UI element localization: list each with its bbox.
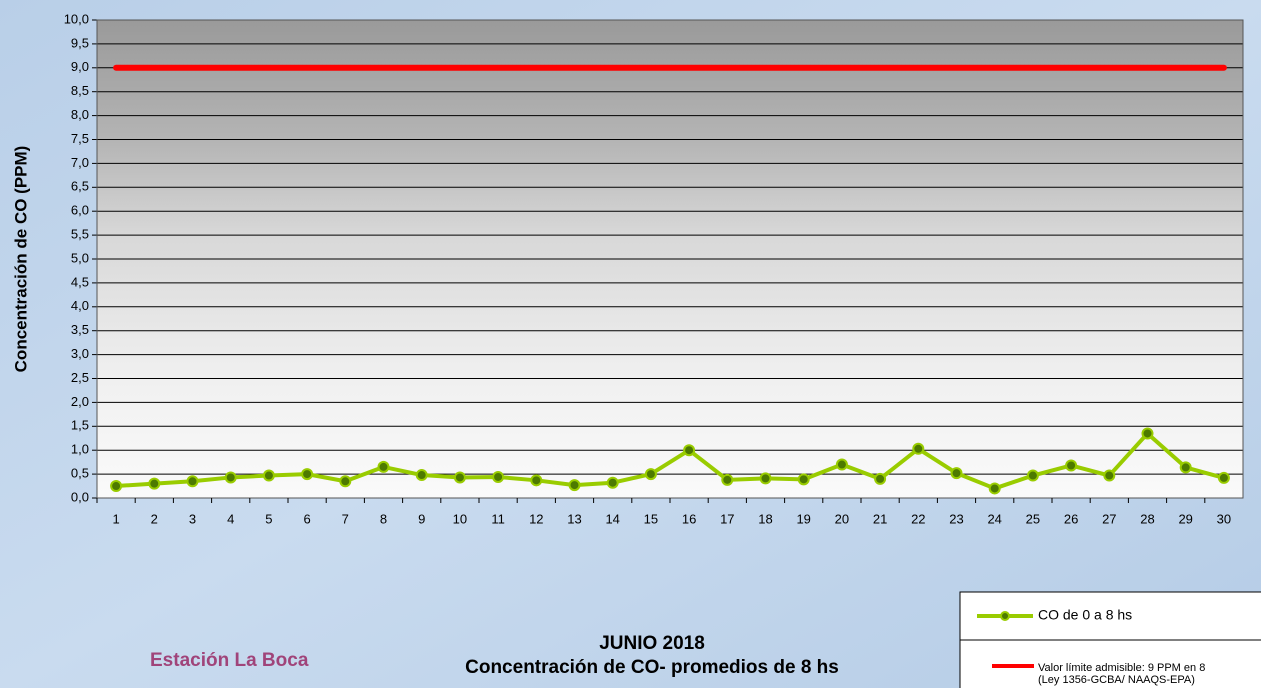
y-tick-label: 3,0 (71, 346, 89, 361)
x-tick-label: 23 (949, 511, 963, 526)
legend-label: CO de 0 a 8 hs (1038, 607, 1132, 623)
y-tick-label: 10,0 (64, 11, 89, 26)
data-point (110, 480, 123, 493)
y-tick-label: 5,0 (71, 250, 89, 265)
data-point (912, 442, 925, 455)
data-point (186, 475, 199, 488)
x-tick-label: 16 (682, 511, 696, 526)
x-tick-label: 11 (491, 511, 505, 526)
data-point (568, 479, 581, 492)
x-tick-label: 6 (303, 511, 310, 526)
chart-subtitle: Concentración de CO- promedios de 8 hs (465, 657, 839, 678)
legend-label: Valor límite admisible: 9 PPM en 8 (1038, 662, 1205, 674)
data-point (1103, 469, 1116, 482)
data-point (759, 472, 772, 485)
data-point (950, 467, 963, 480)
y-axis-label: Concentración de CO (PPM) (11, 146, 30, 373)
x-tick-label: 19 (796, 511, 810, 526)
x-tick-label: 30 (1217, 511, 1231, 526)
x-tick-label: 9 (418, 511, 425, 526)
x-tick-label: 13 (567, 511, 581, 526)
data-point (224, 471, 237, 484)
x-tick-label: 3 (189, 511, 196, 526)
y-tick-label: 2,5 (71, 370, 89, 385)
y-tick-label: 1,0 (71, 442, 89, 457)
data-point (1141, 427, 1154, 440)
data-point (644, 468, 657, 481)
y-tick-label: 1,5 (71, 418, 89, 433)
y-tick-label: 2,0 (71, 394, 89, 409)
chart-title: JUNIO 2018 (599, 633, 705, 654)
x-tick-label: 21 (873, 511, 887, 526)
data-point (797, 473, 810, 486)
x-tick-label: 28 (1140, 511, 1154, 526)
x-tick-label: 29 (1178, 511, 1192, 526)
data-point (1026, 469, 1039, 482)
y-tick-label: 9,5 (71, 35, 89, 50)
y-tick-label: 0,0 (71, 489, 89, 504)
legend-swatch-marker (1000, 611, 1010, 621)
data-point (874, 472, 887, 485)
x-tick-label: 7 (342, 511, 349, 526)
data-line (114, 431, 1226, 491)
data-point (492, 470, 505, 483)
data-point (1065, 459, 1078, 472)
x-tick-label: 4 (227, 511, 234, 526)
x-tick-label: 17 (720, 511, 734, 526)
x-tick-label: 25 (1026, 511, 1040, 526)
x-tick-label: 14 (605, 511, 619, 526)
data-point (377, 460, 390, 473)
x-tick-label: 15 (644, 511, 658, 526)
x-tick-label: 26 (1064, 511, 1078, 526)
y-tick-label: 4,5 (71, 274, 89, 289)
x-tick-label: 8 (380, 511, 387, 526)
y-tick-label: 4,0 (71, 298, 89, 313)
legend-note: (Ley 1356-GCBA/ NAAQS-EPA) (1038, 674, 1195, 686)
data-point (1179, 461, 1192, 474)
y-tick-label: 3,5 (71, 322, 89, 337)
station-label: Estación La Boca (150, 650, 309, 671)
data-point (453, 471, 466, 484)
data-point (262, 469, 275, 482)
x-tick-label: 10 (453, 511, 467, 526)
y-tick-label: 5,5 (71, 227, 89, 242)
x-tick-label: 24 (987, 511, 1001, 526)
data-point (606, 476, 619, 489)
data-point (148, 477, 161, 490)
data-point (339, 475, 352, 488)
x-tick-label: 27 (1102, 511, 1116, 526)
y-tick-label: 0,5 (71, 466, 89, 481)
data-point (1217, 471, 1230, 484)
x-tick-label: 1 (112, 511, 119, 526)
data-point (301, 468, 314, 481)
data-point (835, 458, 848, 471)
data-point (988, 482, 1001, 495)
x-tick-label: 12 (529, 511, 543, 526)
y-tick-label: 8,0 (71, 107, 89, 122)
x-tick-label: 2 (151, 511, 158, 526)
x-tick-label: 22 (911, 511, 925, 526)
data-point (415, 469, 428, 482)
x-tick-label: 18 (758, 511, 772, 526)
y-tick-label: 6,0 (71, 203, 89, 218)
data-point (721, 473, 734, 486)
data-point (530, 474, 543, 487)
x-tick-label: 5 (265, 511, 272, 526)
y-tick-label: 7,5 (71, 131, 89, 146)
x-tick-label: 20 (835, 511, 849, 526)
y-tick-label: 6,5 (71, 179, 89, 194)
data-point (683, 444, 696, 457)
y-tick-label: 9,0 (71, 59, 89, 74)
y-tick-label: 8,5 (71, 83, 89, 98)
y-tick-label: 7,0 (71, 155, 89, 170)
